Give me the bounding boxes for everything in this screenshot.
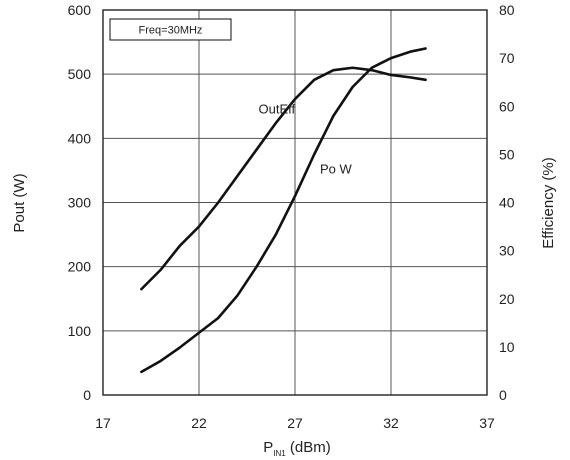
x-axis-label-main: P	[263, 439, 273, 456]
y-right-tick-label: 20	[499, 291, 515, 307]
y-right-tick-label: 10	[499, 339, 515, 355]
legend-text: Freq=30MHz	[139, 25, 203, 37]
x-tick-label: 32	[383, 415, 399, 431]
x-axis-label-rest: (dBm)	[286, 439, 331, 456]
y-right-tick-label: 30	[499, 243, 515, 259]
y-left-tick-label: 400	[68, 130, 92, 146]
y-right-tick-label: 60	[499, 98, 515, 114]
y-left-tick-label: 600	[68, 2, 92, 18]
y-right-tick-label: 50	[499, 146, 515, 162]
x-tick-label: 37	[479, 415, 495, 431]
plot-border	[102, 9, 488, 396]
annotations-layer: OutEff Po W	[259, 101, 353, 176]
x-tick-label: 22	[191, 415, 207, 431]
y-left-tick-label: 300	[68, 195, 92, 211]
tick-labels: 17 22 27 32 37010020030040050060001020304050…	[68, 2, 515, 431]
x-tick-label: 17	[95, 415, 111, 431]
series-outeff-line	[140, 66, 427, 291]
series-layer	[140, 47, 427, 374]
y-right-tick-label: 40	[499, 195, 515, 211]
plot-frame	[102, 9, 488, 396]
y-right-tick-label: 70	[499, 50, 515, 66]
y-axis-left-label: Pout (W)	[11, 173, 28, 232]
y-left-tick-label: 500	[68, 66, 92, 82]
y-left-tick-label: 200	[68, 259, 92, 275]
y-right-tick-label: 80	[499, 2, 515, 18]
x-tick-label: 27	[287, 415, 303, 431]
y-right-tick-label: 0	[499, 387, 507, 403]
y-axis-right-label: Efficiency (%)	[540, 157, 557, 248]
annotation-label: Po W	[320, 162, 353, 177]
legend-box: Freq=30MHz	[109, 18, 232, 41]
x-axis-label-subscript: IN1	[273, 449, 286, 458]
y-left-tick-label: 0	[83, 387, 91, 403]
x-axis-label: PIN1 (dBm)	[263, 439, 330, 458]
annotation-label: OutEff	[259, 101, 296, 116]
y-left-tick-label: 100	[68, 323, 92, 339]
series-po-w-line	[140, 47, 427, 374]
